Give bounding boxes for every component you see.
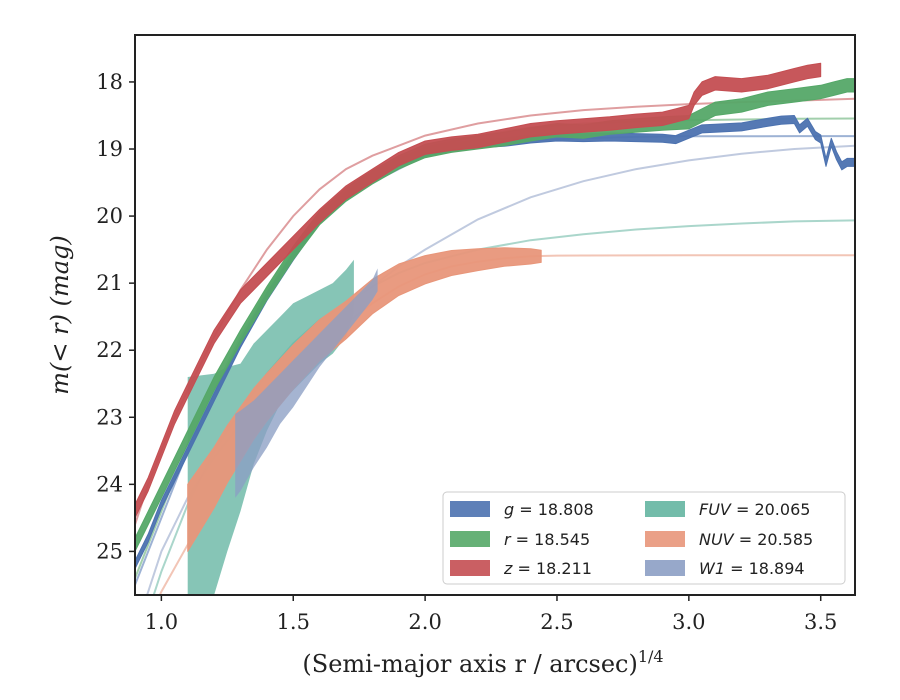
profile-band-W1: [235, 268, 378, 498]
y-tick-label: 24: [96, 472, 123, 496]
legend-frame: [442, 491, 846, 585]
y-tick-label: 23: [96, 405, 123, 429]
legend-swatch-z: [450, 560, 490, 576]
legend-label-g: g = 18.808: [504, 500, 594, 519]
x-tick-label: 3.0: [672, 610, 705, 634]
y-tick-label: 18: [96, 70, 123, 94]
legend-label-NUV: NUV = 20.585: [699, 530, 813, 549]
x-tick-label: 1.5: [277, 610, 310, 634]
x-tick-label: 1.0: [145, 610, 178, 634]
y-axis-title: m(< r) (mag): [46, 235, 74, 394]
y-tick-label: 22: [96, 338, 123, 362]
x-axis-exponent: 1/4: [638, 647, 664, 666]
y-tick-label: 25: [96, 539, 123, 563]
legend-swatch-r: [450, 531, 490, 547]
x-tick-label: 2.5: [540, 610, 573, 634]
x-axis-title: (Semi-major axis r / arcsec)1/4: [302, 647, 663, 678]
x-tick-label: 3.5: [804, 610, 837, 634]
legend-swatch-g: [450, 501, 490, 517]
x-axis-title-text: (Semi-major axis r / arcsec): [302, 650, 637, 678]
legend: g = 18.808 FUV = 20.065 r = 18.545 NUV = 20…: [442, 491, 846, 585]
legend-swatch-NUV: [645, 531, 685, 547]
legend-label-W1: W1 = 18.894: [699, 559, 805, 578]
legend-swatch-W1: [645, 560, 685, 576]
profile-band-z: [135, 62, 822, 519]
x-tick-label: 2.0: [408, 610, 441, 634]
plot-frame: [134, 34, 856, 596]
legend-label-z: z = 18.211: [503, 559, 592, 578]
legend-label-r: r = 18.545: [504, 530, 590, 549]
legend-label-FUV: FUV = 20.065: [699, 500, 810, 519]
y-tick-label: 20: [96, 204, 123, 228]
y-tick-label: 21: [96, 271, 123, 295]
legend-swatch-FUV: [645, 501, 685, 517]
y-tick-label: 19: [96, 137, 123, 161]
